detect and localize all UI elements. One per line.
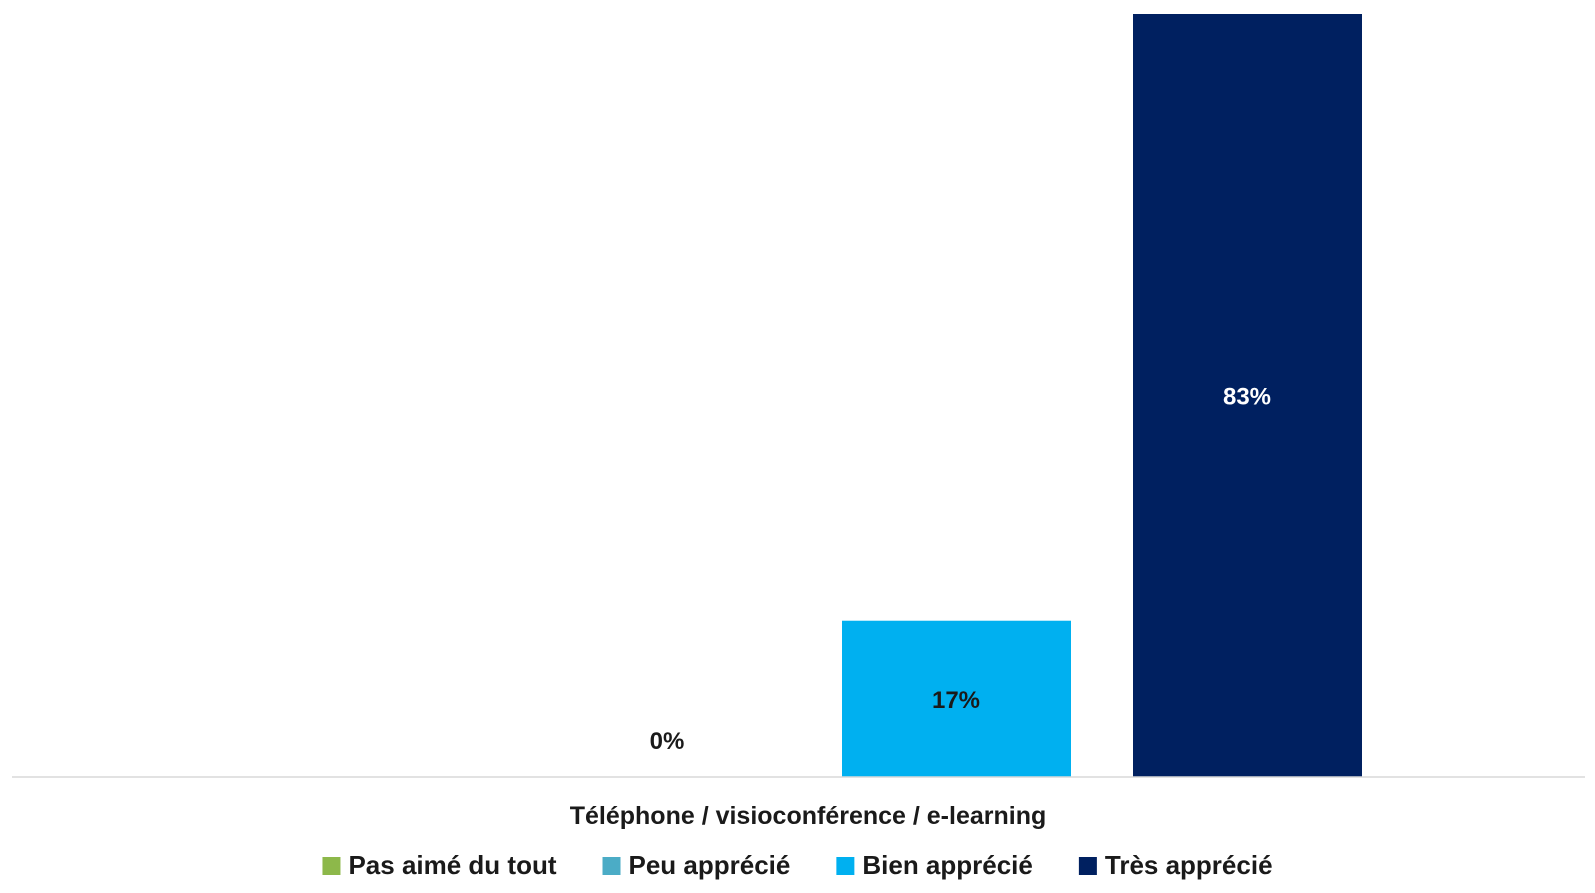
legend-item-tres-apprecie: Très apprécié [1078,850,1273,880]
bar-tres-apprecie [1133,14,1362,777]
legend-swatch-pas-aime-du-tout [322,857,341,875]
legend-label-pas-aime-du-tout: Pas aimé du tout [348,850,556,880]
legend-item-pas-aime-du-tout: Pas aimé du tout [322,850,557,880]
legend-swatch-tres-apprecie [1078,857,1097,875]
bar-bien-apprecie [842,620,1071,777]
data-label-bien-apprecie: 17% [932,687,980,714]
legend: Pas aimé du tout Peu apprécié Bien appréci… [322,850,1273,880]
bars-layer [842,14,1362,777]
legend-label-peu-apprecie: Peu apprécié [629,850,791,880]
legend-swatch-peu-apprecie [602,857,621,875]
legend-item-bien-apprecie: Bien apprécié [836,850,1033,880]
legend-swatch-bien-apprecie [836,857,855,875]
legend-label-tres-apprecie: Très apprécié [1105,850,1273,880]
data-labels-layer: 0% 17% 83% [650,384,1271,756]
data-label-tres-apprecie: 83% [1223,384,1271,411]
data-label-peu-apprecie: 0% [650,728,685,755]
legend-item-peu-apprecie: Peu apprécié [602,850,791,880]
x-axis-category-label: Téléphone / visioconférence / e-learning [570,802,1047,830]
legend-label-bien-apprecie: Bien apprécié [862,850,1033,880]
